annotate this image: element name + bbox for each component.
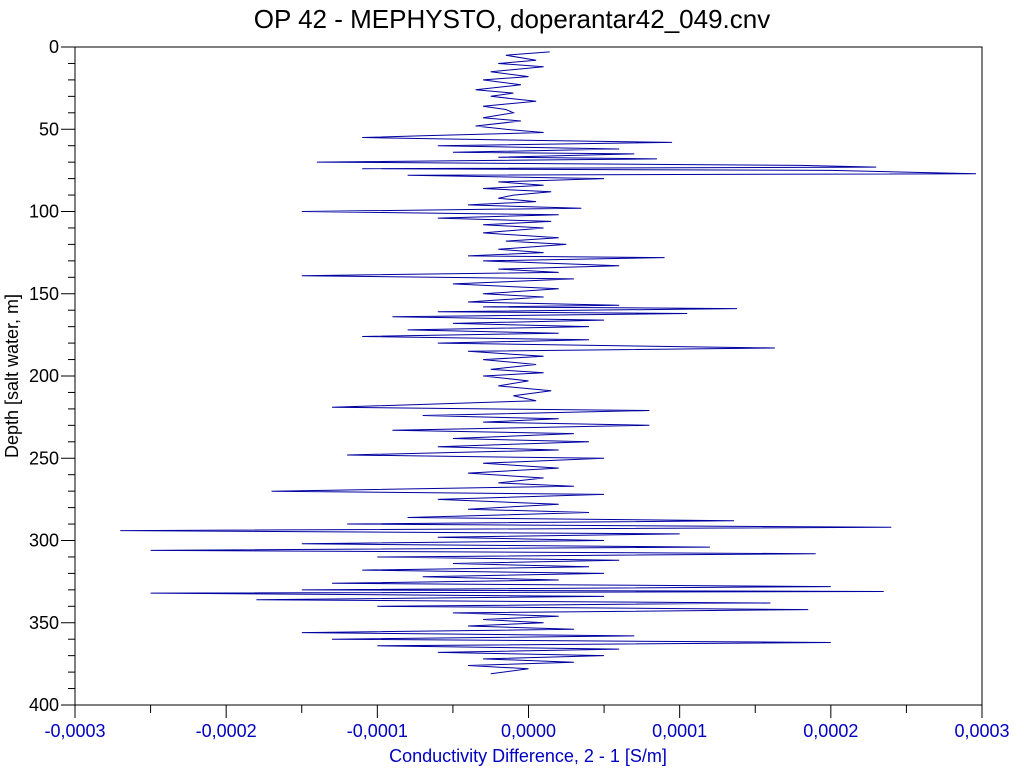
x-tick-label: 0,0003 [954,721,1009,741]
x-tick-label: -0,0003 [44,721,105,741]
x-axis-label: Conductivity Difference, 2 - 1 [S/m] [389,746,667,766]
y-tick-label: 400 [29,695,59,715]
x-tick-label: 0,0000 [501,721,556,741]
y-tick-label: 50 [39,119,59,139]
series-layer [120,51,977,675]
y-tick-label: 150 [29,284,59,304]
series-line [120,51,977,675]
x-axis: -0,0003 -0,0002 -0,0001 0,0000 0,0001 0,0002 0… [44,705,1010,741]
y-tick-label: 250 [29,448,59,468]
x-tick-label: -0,0002 [196,721,257,741]
y-tick-label: 0 [49,37,59,57]
x-tick-label: 0,0002 [803,721,858,741]
y-tick-label: 350 [29,613,59,633]
chart-title: OP 42 - MEPHYSTO, doperantar42_049.cnv [254,4,770,34]
y-tick-label: 300 [29,531,59,551]
x-tick-label: -0,0001 [347,721,408,741]
plot-frame [74,46,983,706]
y-tick-label: 100 [29,202,59,222]
y-axis: 0 50 100 150 200 250 300 350 400 [29,37,75,715]
y-tick-label: 200 [29,366,59,386]
y-axis-label: Depth [salt water, m] [2,294,22,458]
x-tick-label: 0,0001 [652,721,707,741]
